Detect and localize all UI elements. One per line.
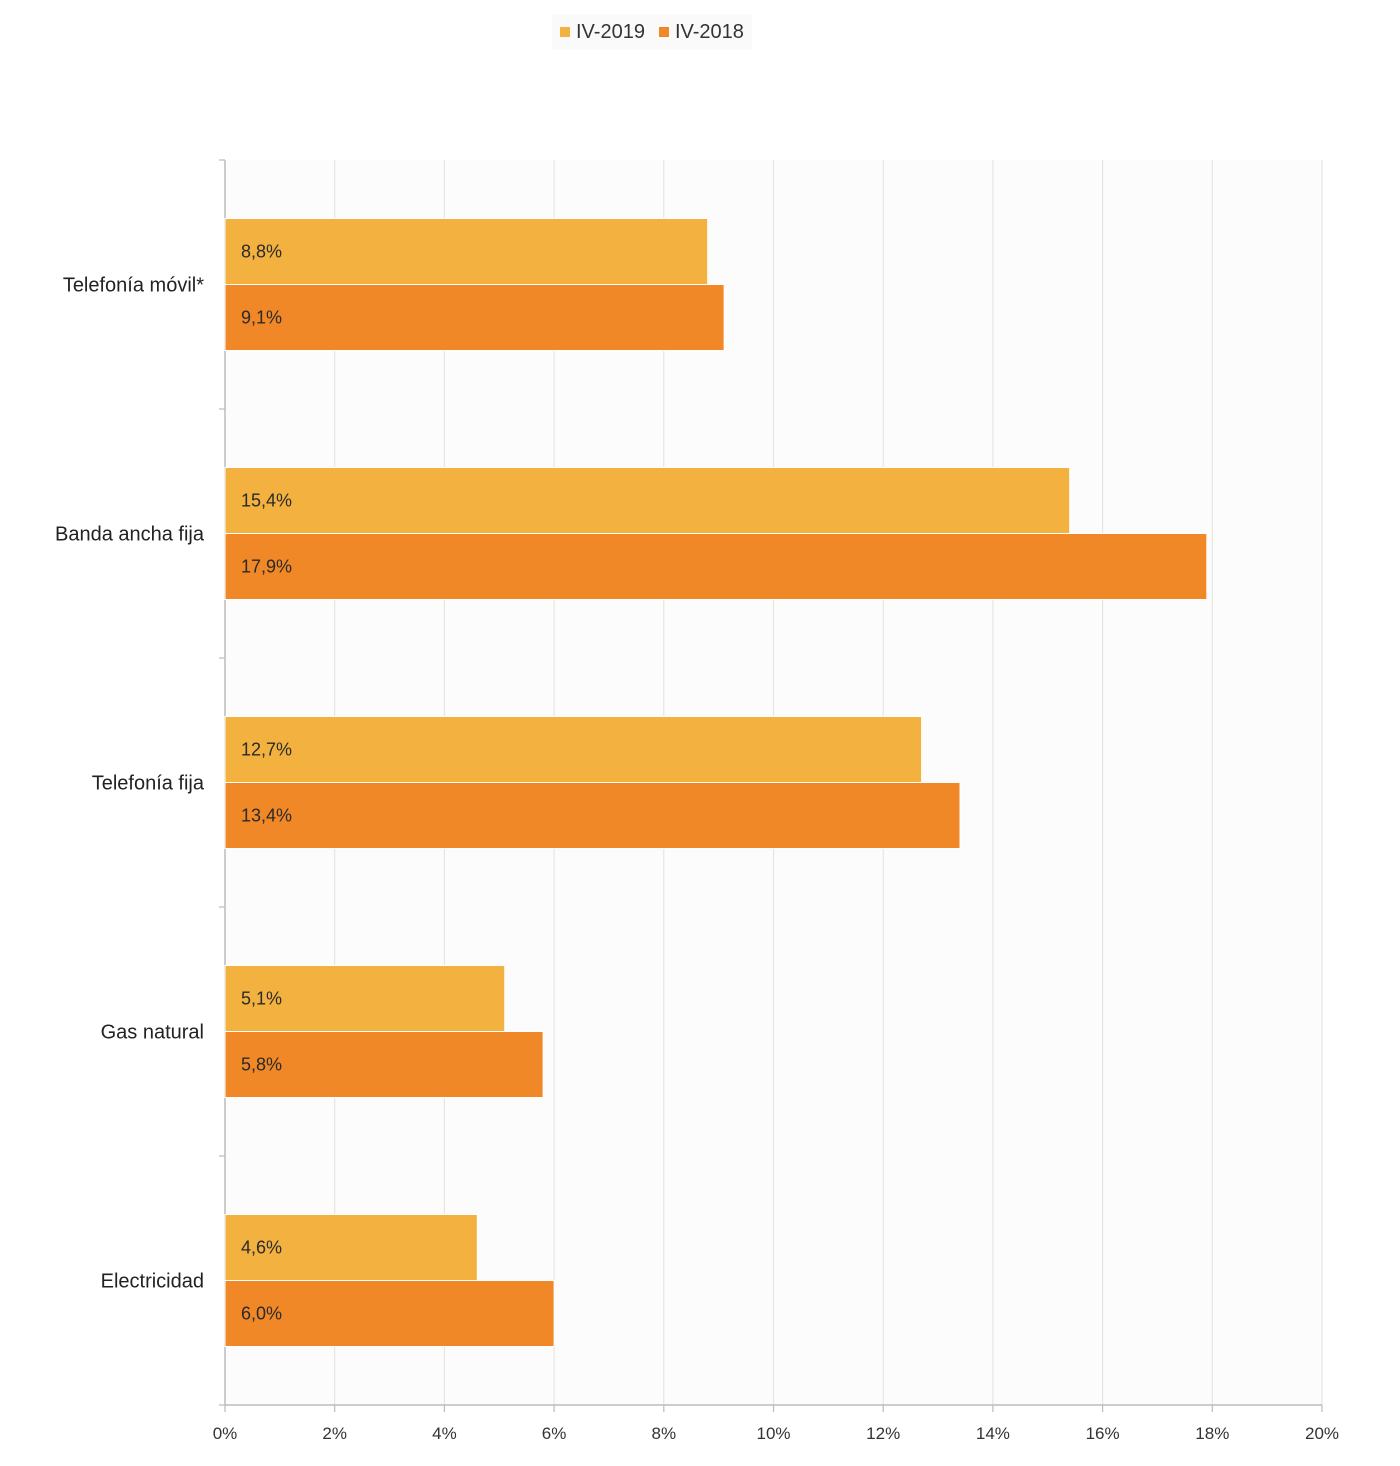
data-label-s1-c3: 5,8%: [241, 1055, 282, 1075]
bar-s0-c4: [224, 1214, 478, 1281]
bar-s0-c3: [224, 965, 506, 1032]
data-label-s0-c1: 15,4%: [241, 491, 292, 511]
data-label-s0-c2: 12,7%: [241, 740, 292, 760]
bar-s0-c1: [224, 467, 1071, 534]
tick-label-x-6: 12%: [866, 1424, 900, 1443]
bar-s1-c4: [224, 1280, 555, 1347]
tick-label-x-3: 6%: [542, 1424, 567, 1443]
data-label-s1-c1: 17,9%: [241, 557, 292, 577]
category-label-1: Banda ancha fija: [55, 524, 205, 546]
data-label-s1-c4: 6,0%: [241, 1304, 282, 1324]
legend-label-iv-2018: IV-2018: [674, 20, 744, 43]
legend-item-iv-2018: IV-2018: [658, 20, 744, 44]
data-label-s1-c2: 13,4%: [241, 806, 292, 826]
data-label-s0-c3: 5,1%: [241, 989, 282, 1009]
bar-s0-c0: [224, 218, 709, 285]
tick-label-x-8: 16%: [1086, 1424, 1120, 1443]
tick-label-x-5: 10%: [756, 1424, 790, 1443]
legend-swatch-iv-2018: [658, 27, 669, 37]
legend-label-iv-2019: IV-2019: [576, 20, 645, 43]
tick-label-x-9: 18%: [1195, 1424, 1229, 1443]
legend: IV-2019 IV-2018: [552, 14, 752, 50]
category-label-2: Telefonía fija: [92, 773, 205, 795]
bar-s1-c2: [224, 782, 961, 849]
data-label-s0-c0: 8,8%: [241, 242, 282, 262]
category-label-3: Gas natural: [101, 1022, 204, 1044]
tick-label-x-10: 20%: [1305, 1424, 1339, 1443]
legend-item-iv-2019: IV-2019: [560, 21, 645, 44]
tick-label-x-4: 8%: [652, 1424, 677, 1443]
data-label-s1-c0: 9,1%: [241, 308, 282, 328]
bar-s1-c3: [224, 1031, 544, 1098]
category-label-4: Electricidad: [101, 1271, 204, 1293]
tick-label-x-2: 4%: [432, 1424, 457, 1443]
category-label-0: Telefonía móvil*: [63, 275, 204, 297]
legend-swatch-iv-2019: [560, 27, 570, 37]
bar-s0-c2: [224, 716, 923, 783]
tick-label-x-7: 14%: [976, 1424, 1010, 1443]
bar-s1-c1: [224, 533, 1208, 600]
tick-label-x-1: 2%: [322, 1424, 347, 1443]
tick-label-x-0: 0%: [213, 1424, 238, 1443]
bar-s1-c0: [224, 284, 725, 351]
data-label-s0-c4: 4,6%: [241, 1238, 282, 1258]
